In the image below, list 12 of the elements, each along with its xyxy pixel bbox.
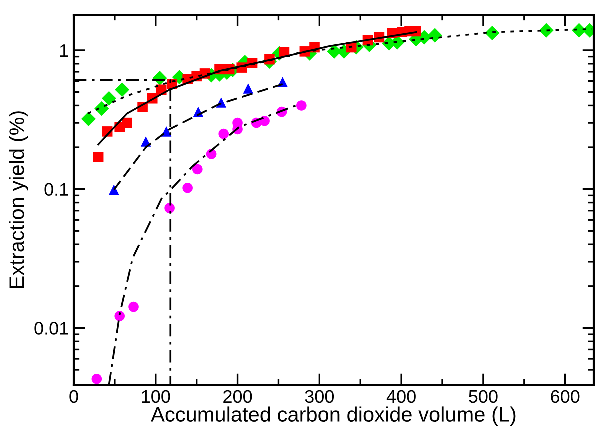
y-axis-title: Extraction yield (%) xyxy=(9,112,28,288)
x-tick-label: 300 xyxy=(305,390,334,404)
x-tick-label: 200 xyxy=(224,390,252,404)
x-tick-label: 100 xyxy=(142,390,170,404)
x-tick-label: 0 xyxy=(70,390,78,404)
x-tick-label: 500 xyxy=(469,390,498,404)
y-tick-label: 1 xyxy=(60,44,68,57)
x-tick-label: 600 xyxy=(551,390,580,404)
x-axis-title: Accumulated carbon dioxide volume (L) xyxy=(151,406,516,426)
y-tick-label: 0.01 xyxy=(34,322,68,335)
y-tick-label: 0.1 xyxy=(44,183,68,196)
x-tick-label: 400 xyxy=(386,390,416,404)
